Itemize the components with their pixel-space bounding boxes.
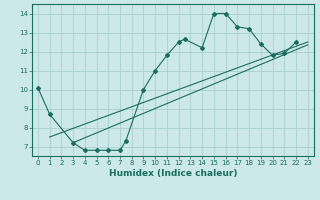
X-axis label: Humidex (Indice chaleur): Humidex (Indice chaleur) bbox=[108, 169, 237, 178]
